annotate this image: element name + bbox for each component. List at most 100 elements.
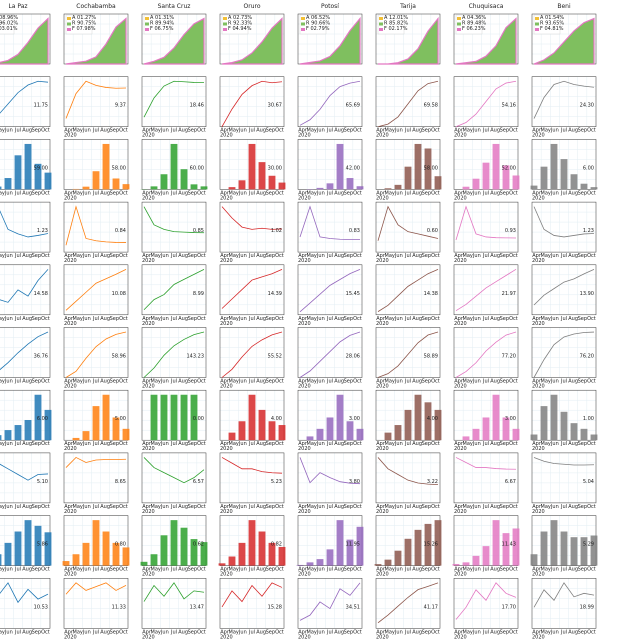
bar bbox=[268, 175, 276, 190]
line bbox=[65, 582, 127, 595]
x-tick-label: Oct bbox=[119, 316, 128, 322]
x-tick-label: Jul bbox=[248, 504, 255, 510]
bar bbox=[492, 520, 500, 566]
end-label: 5.10 bbox=[37, 479, 48, 485]
x-tick-label: Jun bbox=[160, 379, 169, 385]
x-tick-label: Apr bbox=[64, 567, 74, 573]
x-tick-label: Jul bbox=[14, 128, 21, 134]
x-tick-label: Jun bbox=[4, 316, 13, 322]
x-year-label: 2020 bbox=[298, 446, 311, 452]
line bbox=[377, 268, 439, 312]
x-tick-label: Sep bbox=[422, 504, 431, 510]
x-year-label: 2020 bbox=[532, 195, 545, 201]
x-tick-label: Apr bbox=[220, 190, 230, 196]
panel-frame bbox=[0, 76, 51, 127]
x-year-label: 2020 bbox=[376, 446, 389, 452]
x-tick-label: Oct bbox=[119, 629, 128, 635]
x-year-label: 2020 bbox=[376, 634, 389, 640]
bar bbox=[14, 425, 22, 441]
x-tick-label: Sep bbox=[578, 128, 587, 134]
x-year-label: 2020 bbox=[376, 195, 389, 201]
x-tick-label: Apr bbox=[298, 629, 308, 635]
panel-frame bbox=[297, 389, 363, 441]
x-tick-label: Sep bbox=[578, 190, 587, 196]
bar bbox=[356, 428, 364, 441]
x-tick-label: May bbox=[385, 629, 395, 635]
x-year-label: 2020 bbox=[532, 384, 545, 390]
x-tick-label: Oct bbox=[275, 629, 284, 635]
x-tick-label: Oct bbox=[197, 253, 206, 259]
x-tick-label: Aug bbox=[256, 441, 266, 447]
x-year-label: 2020 bbox=[298, 509, 311, 515]
x-tick-label: Sep bbox=[344, 441, 353, 447]
x-tick-label: May bbox=[151, 190, 161, 196]
end-label: 58.89 bbox=[424, 354, 438, 360]
x-tick-label: Oct bbox=[353, 253, 362, 259]
bar bbox=[44, 532, 52, 566]
x-tick-label: Oct bbox=[119, 504, 128, 510]
x-tick-label: Aug bbox=[178, 441, 188, 447]
x-tick-label: Jun bbox=[472, 504, 481, 510]
x-tick-label: Jun bbox=[550, 379, 559, 385]
x-tick-label: Sep bbox=[422, 128, 431, 134]
end-label: 28.06 bbox=[346, 354, 360, 360]
x-tick-label: Apr bbox=[64, 379, 74, 385]
x-tick-label: May bbox=[307, 379, 317, 385]
x-tick-label: Apr bbox=[532, 629, 542, 635]
bar bbox=[228, 432, 236, 441]
x-tick-label: Jun bbox=[238, 316, 247, 322]
x-tick-label: Apr bbox=[298, 379, 308, 385]
end-label: 13.47 bbox=[190, 604, 204, 610]
x-tick-label: Sep bbox=[188, 190, 197, 196]
x-tick-label: Jun bbox=[394, 253, 403, 259]
x-year-label: 2020 bbox=[220, 509, 233, 515]
line bbox=[143, 80, 205, 118]
x-tick-label: Apr bbox=[64, 441, 74, 447]
bar bbox=[190, 184, 198, 190]
x-year-label: 2020 bbox=[142, 133, 155, 139]
x-tick-label: Aug bbox=[22, 504, 32, 510]
line bbox=[0, 463, 49, 481]
end-label: 76.20 bbox=[580, 354, 594, 360]
bar bbox=[394, 550, 402, 566]
line bbox=[299, 268, 361, 313]
panel-frame bbox=[141, 327, 207, 378]
bar bbox=[404, 409, 412, 441]
bar bbox=[580, 428, 588, 441]
x-year-label: 2020 bbox=[220, 133, 233, 139]
x-tick-label: Oct bbox=[41, 253, 50, 259]
bar bbox=[218, 563, 226, 566]
x-year-label: 2020 bbox=[142, 384, 155, 390]
x-year-label: 2020 bbox=[532, 634, 545, 640]
legend-label: R 89.94% bbox=[150, 21, 174, 27]
x-tick-label: Jul bbox=[248, 441, 255, 447]
line bbox=[221, 206, 283, 230]
end-label: 60.00 bbox=[190, 165, 204, 171]
x-tick-label: Apr bbox=[64, 128, 74, 134]
x-tick-label: Jun bbox=[550, 316, 559, 322]
line bbox=[533, 268, 595, 306]
x-tick-label: Jul bbox=[248, 190, 255, 196]
end-label: 5.00 bbox=[115, 416, 126, 422]
bar bbox=[580, 537, 588, 566]
x-tick-label: May bbox=[229, 316, 239, 322]
x-tick-label: Aug bbox=[490, 316, 500, 322]
x-tick-label: Aug bbox=[412, 629, 422, 635]
x-tick-label: Sep bbox=[500, 190, 509, 196]
x-tick-label: Jul bbox=[482, 128, 489, 134]
x-tick-label: Aug bbox=[490, 504, 500, 510]
x-tick-label: Oct bbox=[587, 253, 596, 259]
x-tick-label: Apr bbox=[298, 567, 308, 573]
x-tick-label: Apr bbox=[220, 253, 230, 259]
x-tick-label: Apr bbox=[532, 253, 542, 259]
x-tick-label: Sep bbox=[266, 567, 275, 573]
x-tick-label: Jul bbox=[170, 629, 177, 635]
x-tick-label: Sep bbox=[110, 128, 119, 134]
x-tick-label: Jun bbox=[4, 567, 13, 573]
bar bbox=[570, 423, 578, 441]
end-label: 6.57 bbox=[193, 479, 204, 485]
x-tick-label: May bbox=[385, 441, 395, 447]
end-label: 14.58 bbox=[34, 291, 48, 297]
x-tick-label: May bbox=[307, 504, 317, 510]
x-tick-label: Jul bbox=[482, 253, 489, 259]
